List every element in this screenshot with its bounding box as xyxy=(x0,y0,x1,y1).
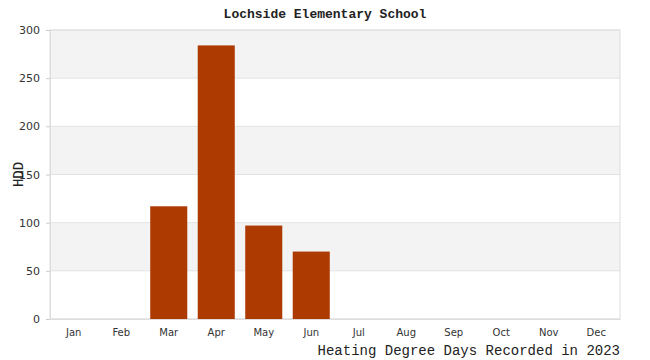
y-tick-mark xyxy=(46,223,50,224)
x-tick-label: Oct xyxy=(493,327,510,338)
grid-band xyxy=(50,223,620,271)
y-tick: 200 xyxy=(19,120,50,133)
x-axis-line xyxy=(51,319,621,320)
y-tick-label: 200 xyxy=(19,120,40,133)
y-tick: 300 xyxy=(19,24,50,37)
x-tick-label: Aug xyxy=(396,327,416,338)
grid-line xyxy=(50,78,620,79)
x-tick: Jul xyxy=(352,319,365,338)
bar xyxy=(150,206,187,319)
x-tick: Apr xyxy=(208,319,226,338)
x-tick-label: Mar xyxy=(159,327,179,338)
x-tick: Jan xyxy=(65,319,81,338)
x-tick-label: Jan xyxy=(65,327,81,338)
x-tick: Mar xyxy=(159,319,179,338)
plot-frame xyxy=(50,30,620,319)
y-tick-label: 300 xyxy=(19,24,40,37)
grid-line xyxy=(50,270,620,271)
bar xyxy=(340,319,377,320)
bar xyxy=(103,319,140,320)
y-tick-label: 250 xyxy=(19,72,40,85)
plot: 050100150200250300JanFebMarAprMayJunJulA… xyxy=(19,24,621,338)
y-tick-label: 50 xyxy=(26,265,40,278)
x-tick-label: May xyxy=(253,327,274,338)
y-tick-mark xyxy=(46,78,50,79)
bar xyxy=(293,252,330,319)
y-axis-title: HDD xyxy=(11,162,27,187)
x-tick-label: Jul xyxy=(352,327,365,338)
y-tick-mark xyxy=(46,126,50,127)
bar xyxy=(198,45,235,319)
y-tick: 0 xyxy=(33,313,50,326)
x-tick: Feb xyxy=(112,319,130,338)
y-tick: 50 xyxy=(26,265,50,278)
chart: 050100150200250300JanFebMarAprMayJunJulA… xyxy=(0,0,650,360)
x-tick-label: Sep xyxy=(444,327,463,338)
y-tick: 100 xyxy=(19,217,50,230)
y-tick-mark xyxy=(46,30,50,31)
y-tick-mark xyxy=(46,175,50,176)
x-tick: Sep xyxy=(444,319,463,338)
x-tick: Nov xyxy=(539,319,559,338)
y-axis-line xyxy=(46,31,51,320)
y-tick-label: 0 xyxy=(33,313,40,326)
x-tick: Oct xyxy=(493,319,510,338)
y-tick: 250 xyxy=(19,72,50,85)
x-tick-label: Nov xyxy=(539,327,559,338)
bars xyxy=(150,45,330,319)
bar xyxy=(530,319,567,320)
grid xyxy=(50,30,620,319)
grid-line xyxy=(50,174,620,175)
y-tick-mark xyxy=(46,319,50,320)
bar xyxy=(388,319,425,320)
x-tick-label: Apr xyxy=(208,327,226,338)
bar xyxy=(578,319,615,320)
x-tick-label: Jun xyxy=(302,327,319,338)
x-tick: Dec xyxy=(587,319,606,338)
y-tick-mark xyxy=(46,271,50,272)
x-tick: Jun xyxy=(302,319,319,338)
x-tick-label: Dec xyxy=(587,327,606,338)
title: Lochside Elementary School xyxy=(224,7,427,22)
x-tick: May xyxy=(253,319,274,338)
bar xyxy=(55,319,92,320)
y-tick-label: 100 xyxy=(19,217,40,230)
bar xyxy=(245,226,282,319)
x-tick: Aug xyxy=(396,319,416,338)
bar xyxy=(483,319,520,320)
bar xyxy=(435,319,472,320)
x-axis-title: Heating Degree Days Recorded in 2023 xyxy=(318,343,620,359)
grid-band xyxy=(50,126,620,174)
grid-line xyxy=(50,222,620,223)
x-tick-label: Feb xyxy=(112,327,130,338)
x-axis: Jan Feb Mar Apr May Jun Jul Aug Sep Oct Nov Dec xyxy=(51,319,621,338)
grid-band xyxy=(50,30,620,78)
grid-line xyxy=(50,126,620,127)
